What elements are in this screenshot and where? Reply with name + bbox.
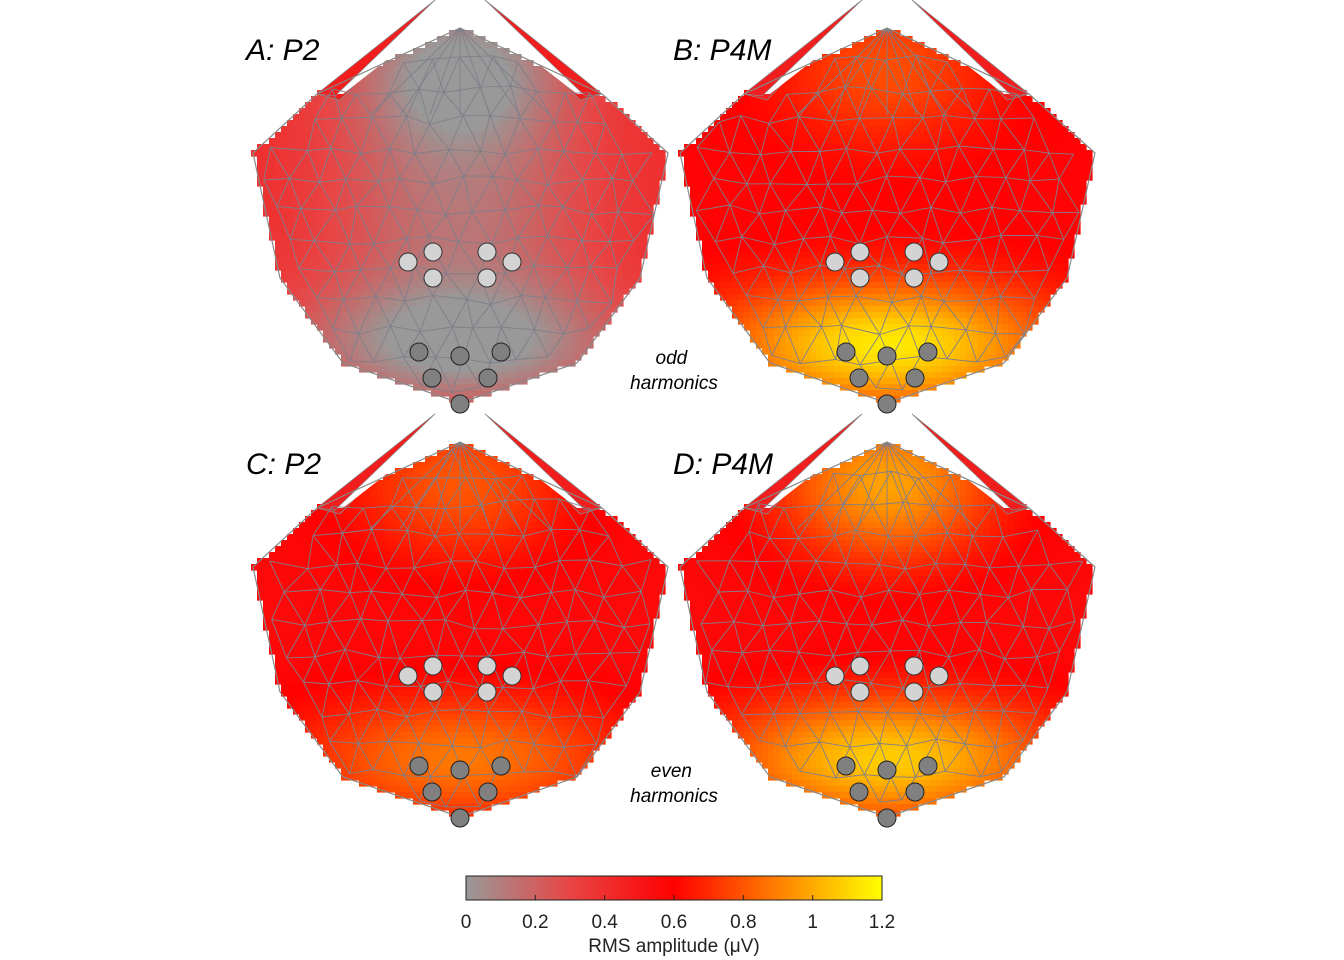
electrode-dark	[450, 346, 470, 366]
even-harmonics-note: even harmonics	[630, 761, 718, 807]
colorbar-tick-label: 0.2	[522, 912, 548, 933]
electrode-light	[477, 242, 497, 262]
electrode-dark	[836, 756, 856, 776]
scalp-map-c	[251, 413, 669, 828]
electrode-light	[423, 682, 443, 702]
electrode-dark	[478, 782, 498, 802]
electrode-light	[904, 242, 924, 262]
electrode-dark	[450, 808, 470, 828]
electrode-light	[502, 666, 522, 686]
colorbar-title: RMS amplitude (μV)	[588, 936, 759, 957]
electrode-light	[929, 666, 949, 686]
electrode-dark	[422, 782, 442, 802]
scalp-map-a	[251, 0, 669, 414]
electrode-dark	[450, 394, 470, 414]
electrode-dark	[409, 342, 429, 362]
odd-note-line-1: odd	[656, 348, 689, 369]
electrode-dark	[877, 760, 897, 780]
electrode-light	[477, 682, 497, 702]
odd-note-line-2: harmonics	[630, 373, 718, 394]
electrode-light	[850, 682, 870, 702]
electrode-light	[477, 656, 497, 676]
colorbar-tick-label: 0.6	[661, 912, 687, 933]
electrode-light	[904, 656, 924, 676]
panel-label-c: C: P2	[246, 448, 321, 481]
electrode-dark	[905, 782, 925, 802]
even-note-line-2: harmonics	[630, 786, 718, 807]
electrode-light	[477, 268, 497, 288]
electrode-dark	[849, 782, 869, 802]
panel-label-a: A: P2	[244, 34, 320, 67]
electrode-light	[850, 268, 870, 288]
electrode-light	[904, 682, 924, 702]
electrode-dark	[491, 342, 511, 362]
electrode-dark	[877, 394, 897, 414]
colorbar-tick-label: 0	[461, 912, 472, 933]
electrode-light	[825, 666, 845, 686]
electrode-light	[423, 656, 443, 676]
electrode-light	[825, 252, 845, 272]
electrode-dark	[409, 756, 429, 776]
electrode-light	[423, 268, 443, 288]
electrode-dark	[905, 368, 925, 388]
electrode-dark	[877, 808, 897, 828]
panel-label-b: B: P4M	[673, 34, 771, 67]
electrode-dark	[877, 346, 897, 366]
electrode-dark	[836, 342, 856, 362]
electrode-light	[850, 242, 870, 262]
electrode-dark	[918, 756, 938, 776]
scalp-map-d	[678, 413, 1096, 828]
electrode-light	[398, 252, 418, 272]
electrode-light	[904, 268, 924, 288]
electrode-light	[398, 666, 418, 686]
odd-harmonics-note: odd harmonics	[630, 348, 718, 394]
scalp-map-b	[678, 0, 1096, 414]
panel-label-d: D: P4M	[673, 448, 773, 481]
colorbar-tick-label: 0.8	[730, 912, 756, 933]
electrode-dark	[918, 342, 938, 362]
electrode-dark	[422, 368, 442, 388]
even-note-line-1: even	[651, 761, 692, 782]
electrode-dark	[849, 368, 869, 388]
electrode-dark	[491, 756, 511, 776]
electrode-dark	[478, 368, 498, 388]
electrode-dark	[450, 760, 470, 780]
electrode-light	[850, 656, 870, 676]
electrode-light	[929, 252, 949, 272]
electrode-light	[423, 242, 443, 262]
colorbar-tick-label: 1	[807, 912, 818, 933]
colorbar-tick-label: 1.2	[869, 912, 895, 933]
electrode-light	[502, 252, 522, 272]
colorbar: 0 0.2 0.4 0.6 0.8 1 1.2 RMS amplitude (μV)	[461, 875, 895, 957]
colorbar-tick-label: 0.4	[591, 912, 618, 933]
